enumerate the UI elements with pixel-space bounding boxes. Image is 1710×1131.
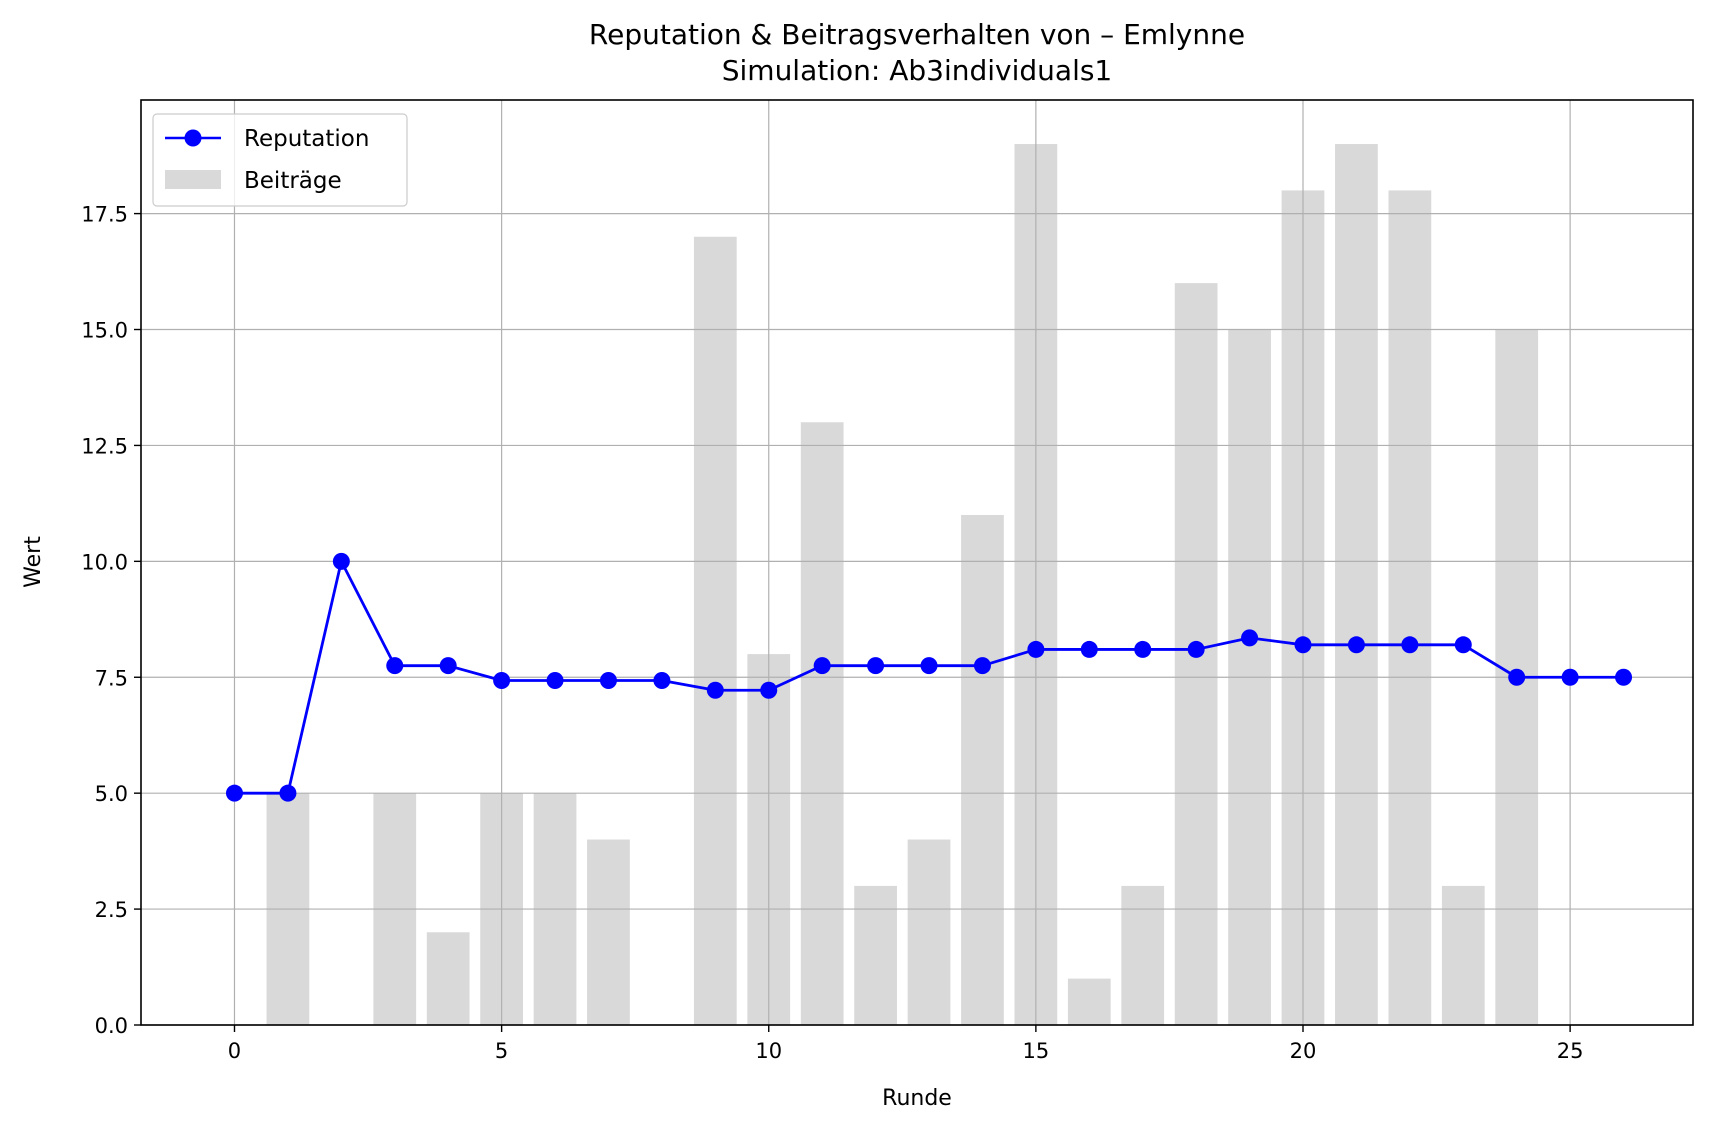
bar-beitraege: [1335, 144, 1378, 1026]
bar-beitraege: [426, 932, 470, 1025]
x-tick-label: 15: [1023, 1039, 1050, 1063]
bar-beitraege: [1388, 190, 1432, 1026]
y-tick-label: 10.0: [81, 550, 128, 574]
y-tick-label: 2.5: [95, 898, 128, 922]
bar-beitraege: [854, 885, 897, 1025]
grid-layer: [141, 100, 1693, 1026]
reputation-point: [1187, 640, 1205, 658]
reputation-point: [386, 657, 404, 675]
reputation-point: [1027, 640, 1045, 658]
legend-reputation-marker: [184, 129, 202, 147]
reputation-point: [1241, 629, 1259, 647]
reputation-point: [225, 784, 243, 802]
plot-frame: [140, 99, 1694, 1026]
reputation-point: [599, 672, 617, 690]
reputation-point: [546, 672, 564, 690]
chart-title: Reputation & Beitragsverhalten von – Eml…: [589, 18, 1245, 51]
reputation-point: [332, 552, 350, 570]
reputation-point: [1134, 640, 1152, 658]
reputation-point: [973, 657, 991, 675]
bar-beitraege: [693, 236, 737, 1026]
bar-beitraege: [961, 514, 1004, 1025]
y-tick-label: 17.5: [81, 203, 128, 227]
x-tick-label: 25: [1557, 1039, 1584, 1063]
reputation-point: [1401, 636, 1419, 654]
bar-beitraege: [1121, 885, 1165, 1025]
legend: Reputation Beiträge: [152, 113, 408, 207]
reputation-point: [653, 672, 671, 690]
reputation-point: [1347, 636, 1365, 654]
ticks-layer: 0 5 10 15 20 25 0.0 2.5 5.0 7.5 10.0 12.5 15.0 17.5: [81, 203, 1583, 1063]
reputation-point: [813, 657, 831, 675]
reputation-point: [439, 657, 457, 675]
x-tick-label: 5: [495, 1039, 508, 1063]
x-tick-label: 10: [755, 1039, 782, 1063]
reputation-point: [867, 657, 885, 675]
bar-beitraege: [587, 839, 630, 1025]
y-tick-label: 15.0: [81, 319, 128, 343]
reputation-point: [1294, 636, 1312, 654]
y-tick-label: 0.0: [95, 1014, 128, 1038]
reputation-point: [1615, 668, 1633, 686]
x-axis-label: Runde: [882, 1086, 952, 1111]
reputation-point: [1454, 636, 1472, 654]
reputation-point: [1561, 668, 1579, 686]
reputation-point: [920, 657, 938, 675]
bar-beitraege: [1441, 885, 1485, 1025]
bar-beitraege: [800, 422, 844, 1025]
legend-reputation-label: Reputation: [244, 126, 369, 152]
legend-beitraege-swatch: [165, 170, 221, 189]
chart-subtitle: Simulation: Ab3individuals1: [722, 54, 1113, 87]
bar-beitraege: [907, 839, 951, 1025]
x-tick-label: 20: [1290, 1039, 1317, 1063]
y-tick-label: 5.0: [95, 782, 128, 806]
reputation-point: [1080, 640, 1098, 658]
legend-beitraege-label: Beiträge: [244, 168, 342, 194]
reputation-point: [706, 681, 724, 699]
y-tick-label: 7.5: [95, 666, 128, 690]
reputation-point: [760, 681, 778, 699]
reputation-point: [279, 784, 297, 802]
bar-beitraege: [1067, 978, 1111, 1025]
y-axis-label: Wert: [21, 536, 46, 588]
x-tick-label: 0: [228, 1039, 241, 1063]
reputation-point: [1508, 668, 1526, 686]
line-layer: [225, 552, 1633, 802]
reputation-point: [493, 672, 511, 690]
y-tick-label: 12.5: [81, 434, 128, 458]
